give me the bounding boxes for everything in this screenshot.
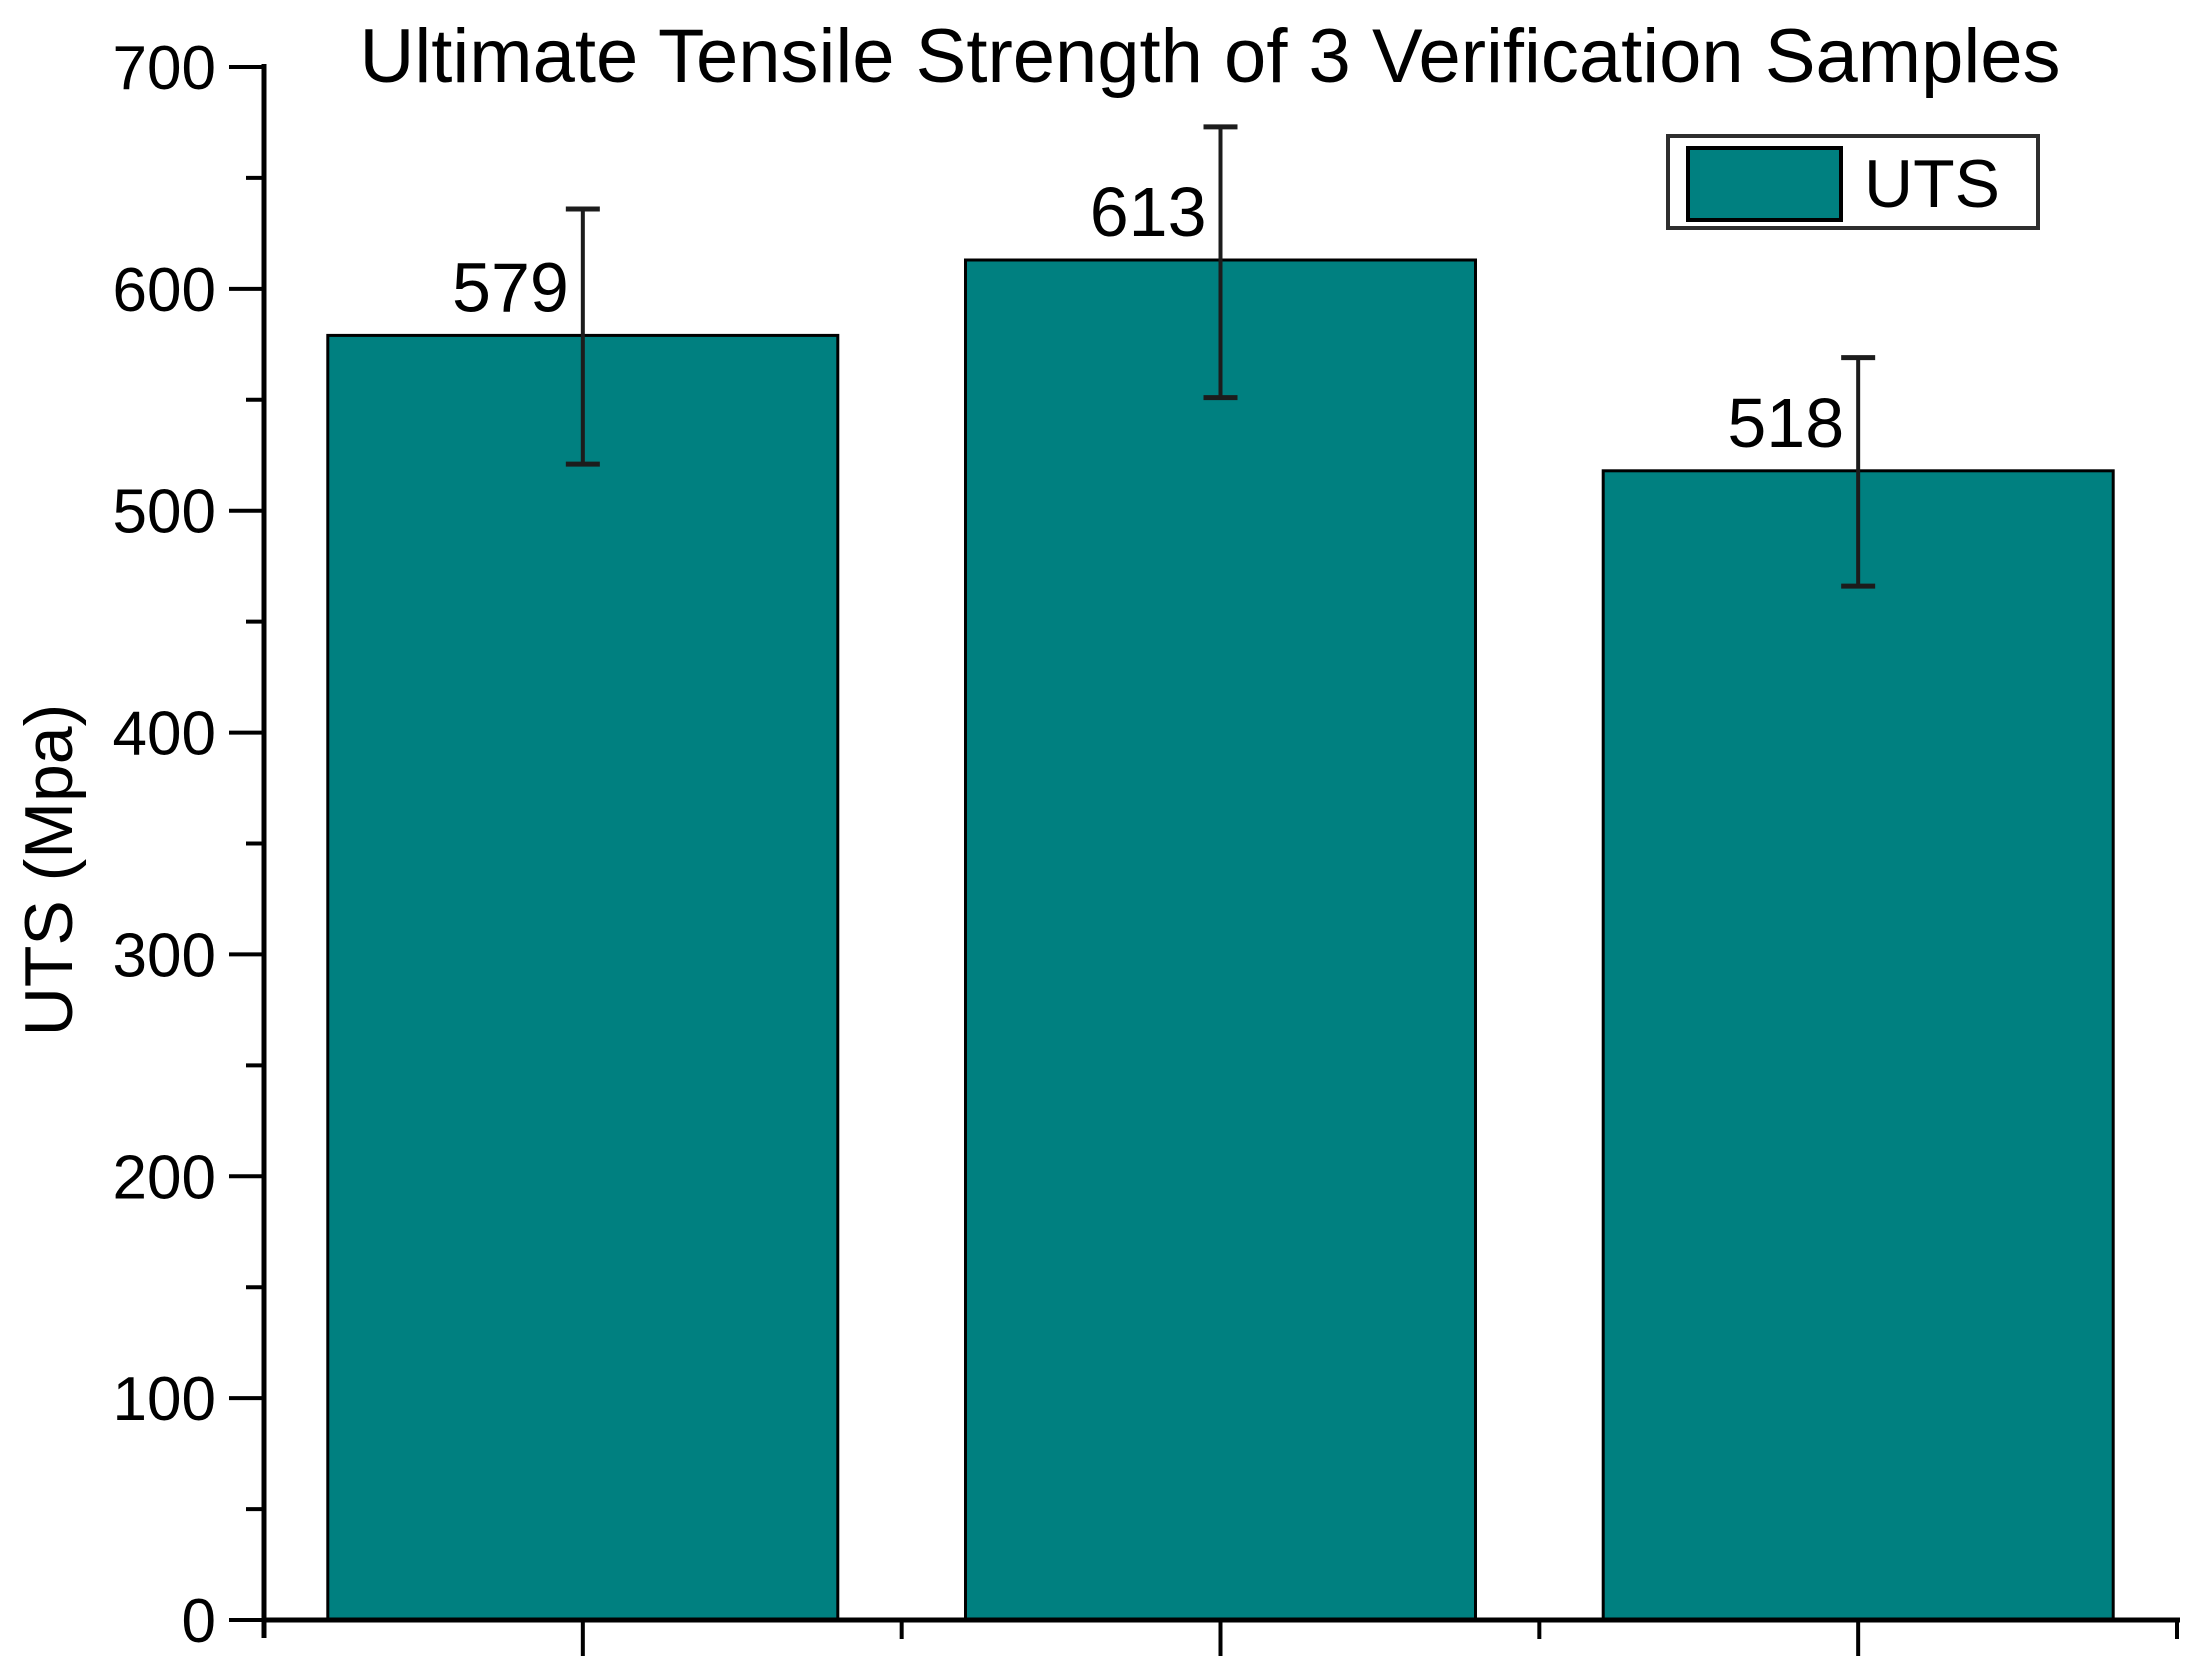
chart-title: Ultimate Tensile Strength of 3 Verificat… (359, 14, 2060, 99)
plot-area: 579 613 518 0 100 200 300 400 500 600 700 (113, 34, 2180, 1656)
bar (1601, 469, 2115, 1622)
bar (964, 258, 1477, 1622)
y-tick-label: 300 (113, 921, 216, 990)
y-tick-label: 0 (182, 1587, 216, 1656)
legend-label: UTS (1864, 146, 2000, 222)
y-tick-label: 200 (113, 1143, 216, 1212)
y-tick-label: 600 (113, 256, 216, 325)
y-tick-label: 500 (113, 478, 216, 547)
y-tick-label: 700 (113, 34, 216, 103)
legend: UTS (1666, 134, 2040, 230)
bar-value-label: 579 (452, 248, 569, 326)
legend-swatch (1686, 146, 1843, 222)
y-axis-title: UTS (Mpa) (11, 704, 87, 1036)
bar-value-label: 518 (1727, 384, 1844, 462)
y-tick-label: 100 (113, 1365, 216, 1434)
bar (326, 333, 840, 1622)
y-tick-label: 400 (113, 700, 216, 769)
bar-value-label: 613 (1090, 173, 1207, 251)
